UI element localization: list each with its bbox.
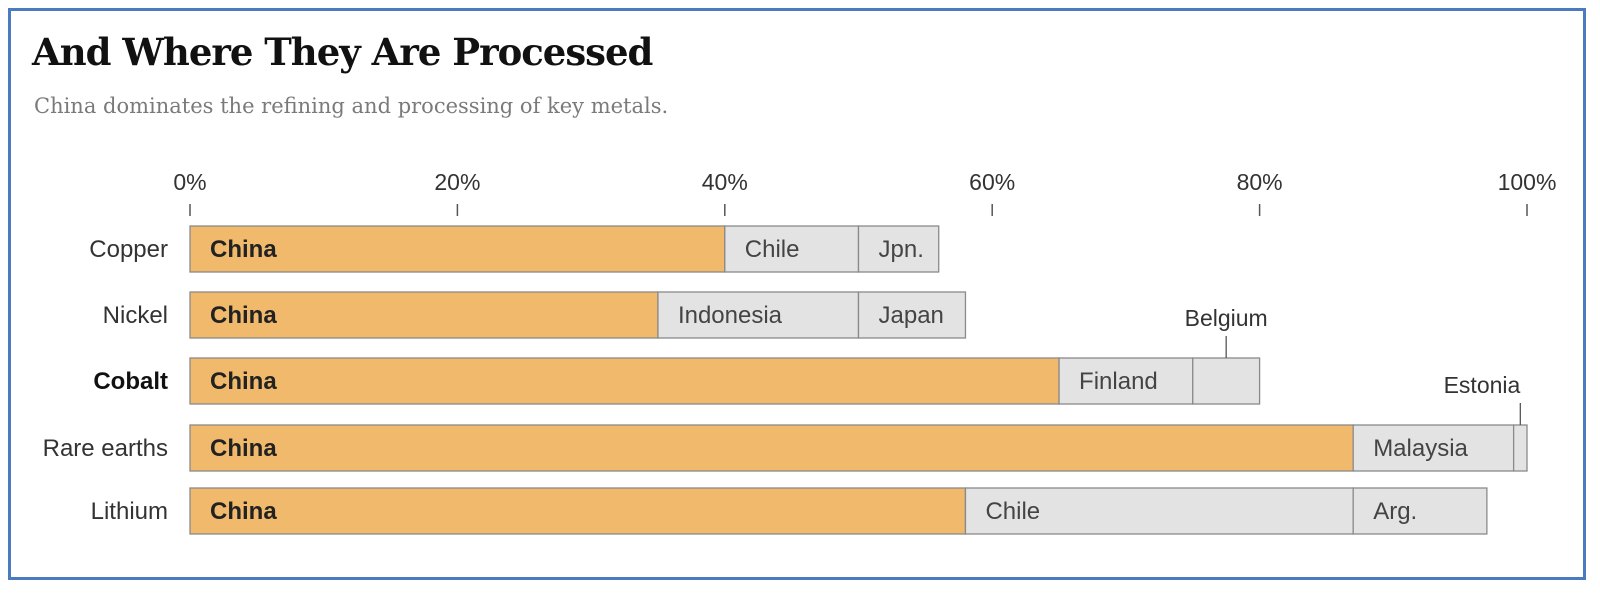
segment-label: China: [210, 302, 277, 329]
segment-label: Indonesia: [678, 302, 783, 329]
x-tick-label: 20%: [434, 169, 480, 195]
row-label: Nickel: [103, 302, 168, 329]
x-tick-label: 60%: [969, 169, 1015, 195]
row-label: Copper: [89, 236, 168, 263]
bar-segment: [1192, 357, 1261, 405]
x-tick-label: 0%: [173, 169, 206, 195]
x-tick-label: 100%: [1498, 169, 1557, 195]
segment-label: Arg.: [1373, 498, 1417, 525]
bar-segment: [657, 291, 860, 339]
callout-label: Belgium: [1185, 305, 1268, 331]
bar-segment: [189, 225, 726, 273]
segment-label: China: [210, 236, 277, 263]
segment-label: Finland: [1079, 368, 1158, 395]
segment-label: China: [210, 368, 277, 395]
segment-label: Malaysia: [1373, 435, 1468, 462]
segment-label: Chile: [985, 498, 1040, 525]
bar-segment: [189, 357, 1060, 405]
segment-label: Japan: [879, 302, 944, 329]
chart-title: And Where They Are Processed: [32, 30, 653, 74]
segment-label: Chile: [745, 236, 800, 263]
bar-segment: [1352, 424, 1515, 472]
segment-label: China: [210, 435, 277, 462]
bar-segment: [189, 424, 1354, 472]
bar-segment: [1512, 424, 1528, 472]
bar-segment: [724, 225, 860, 273]
bar-segment: [964, 487, 1354, 535]
segment-label: Jpn.: [879, 236, 924, 263]
chart-subtitle: China dominates the refining and process…: [34, 94, 669, 118]
x-tick-label: 40%: [702, 169, 748, 195]
callout-label: Estonia: [1444, 372, 1521, 398]
row-label: Rare earths: [43, 435, 168, 462]
bar-segment: [189, 291, 659, 339]
bar-segment: [857, 291, 967, 339]
x-tick-label: 80%: [1237, 169, 1283, 195]
bar-segment: [1352, 487, 1488, 535]
row-label: Lithium: [91, 498, 168, 525]
segment-label: China: [210, 498, 277, 525]
bar-segment: [189, 487, 967, 535]
row-label: Cobalt: [93, 368, 168, 395]
bar-segment: [857, 225, 940, 273]
